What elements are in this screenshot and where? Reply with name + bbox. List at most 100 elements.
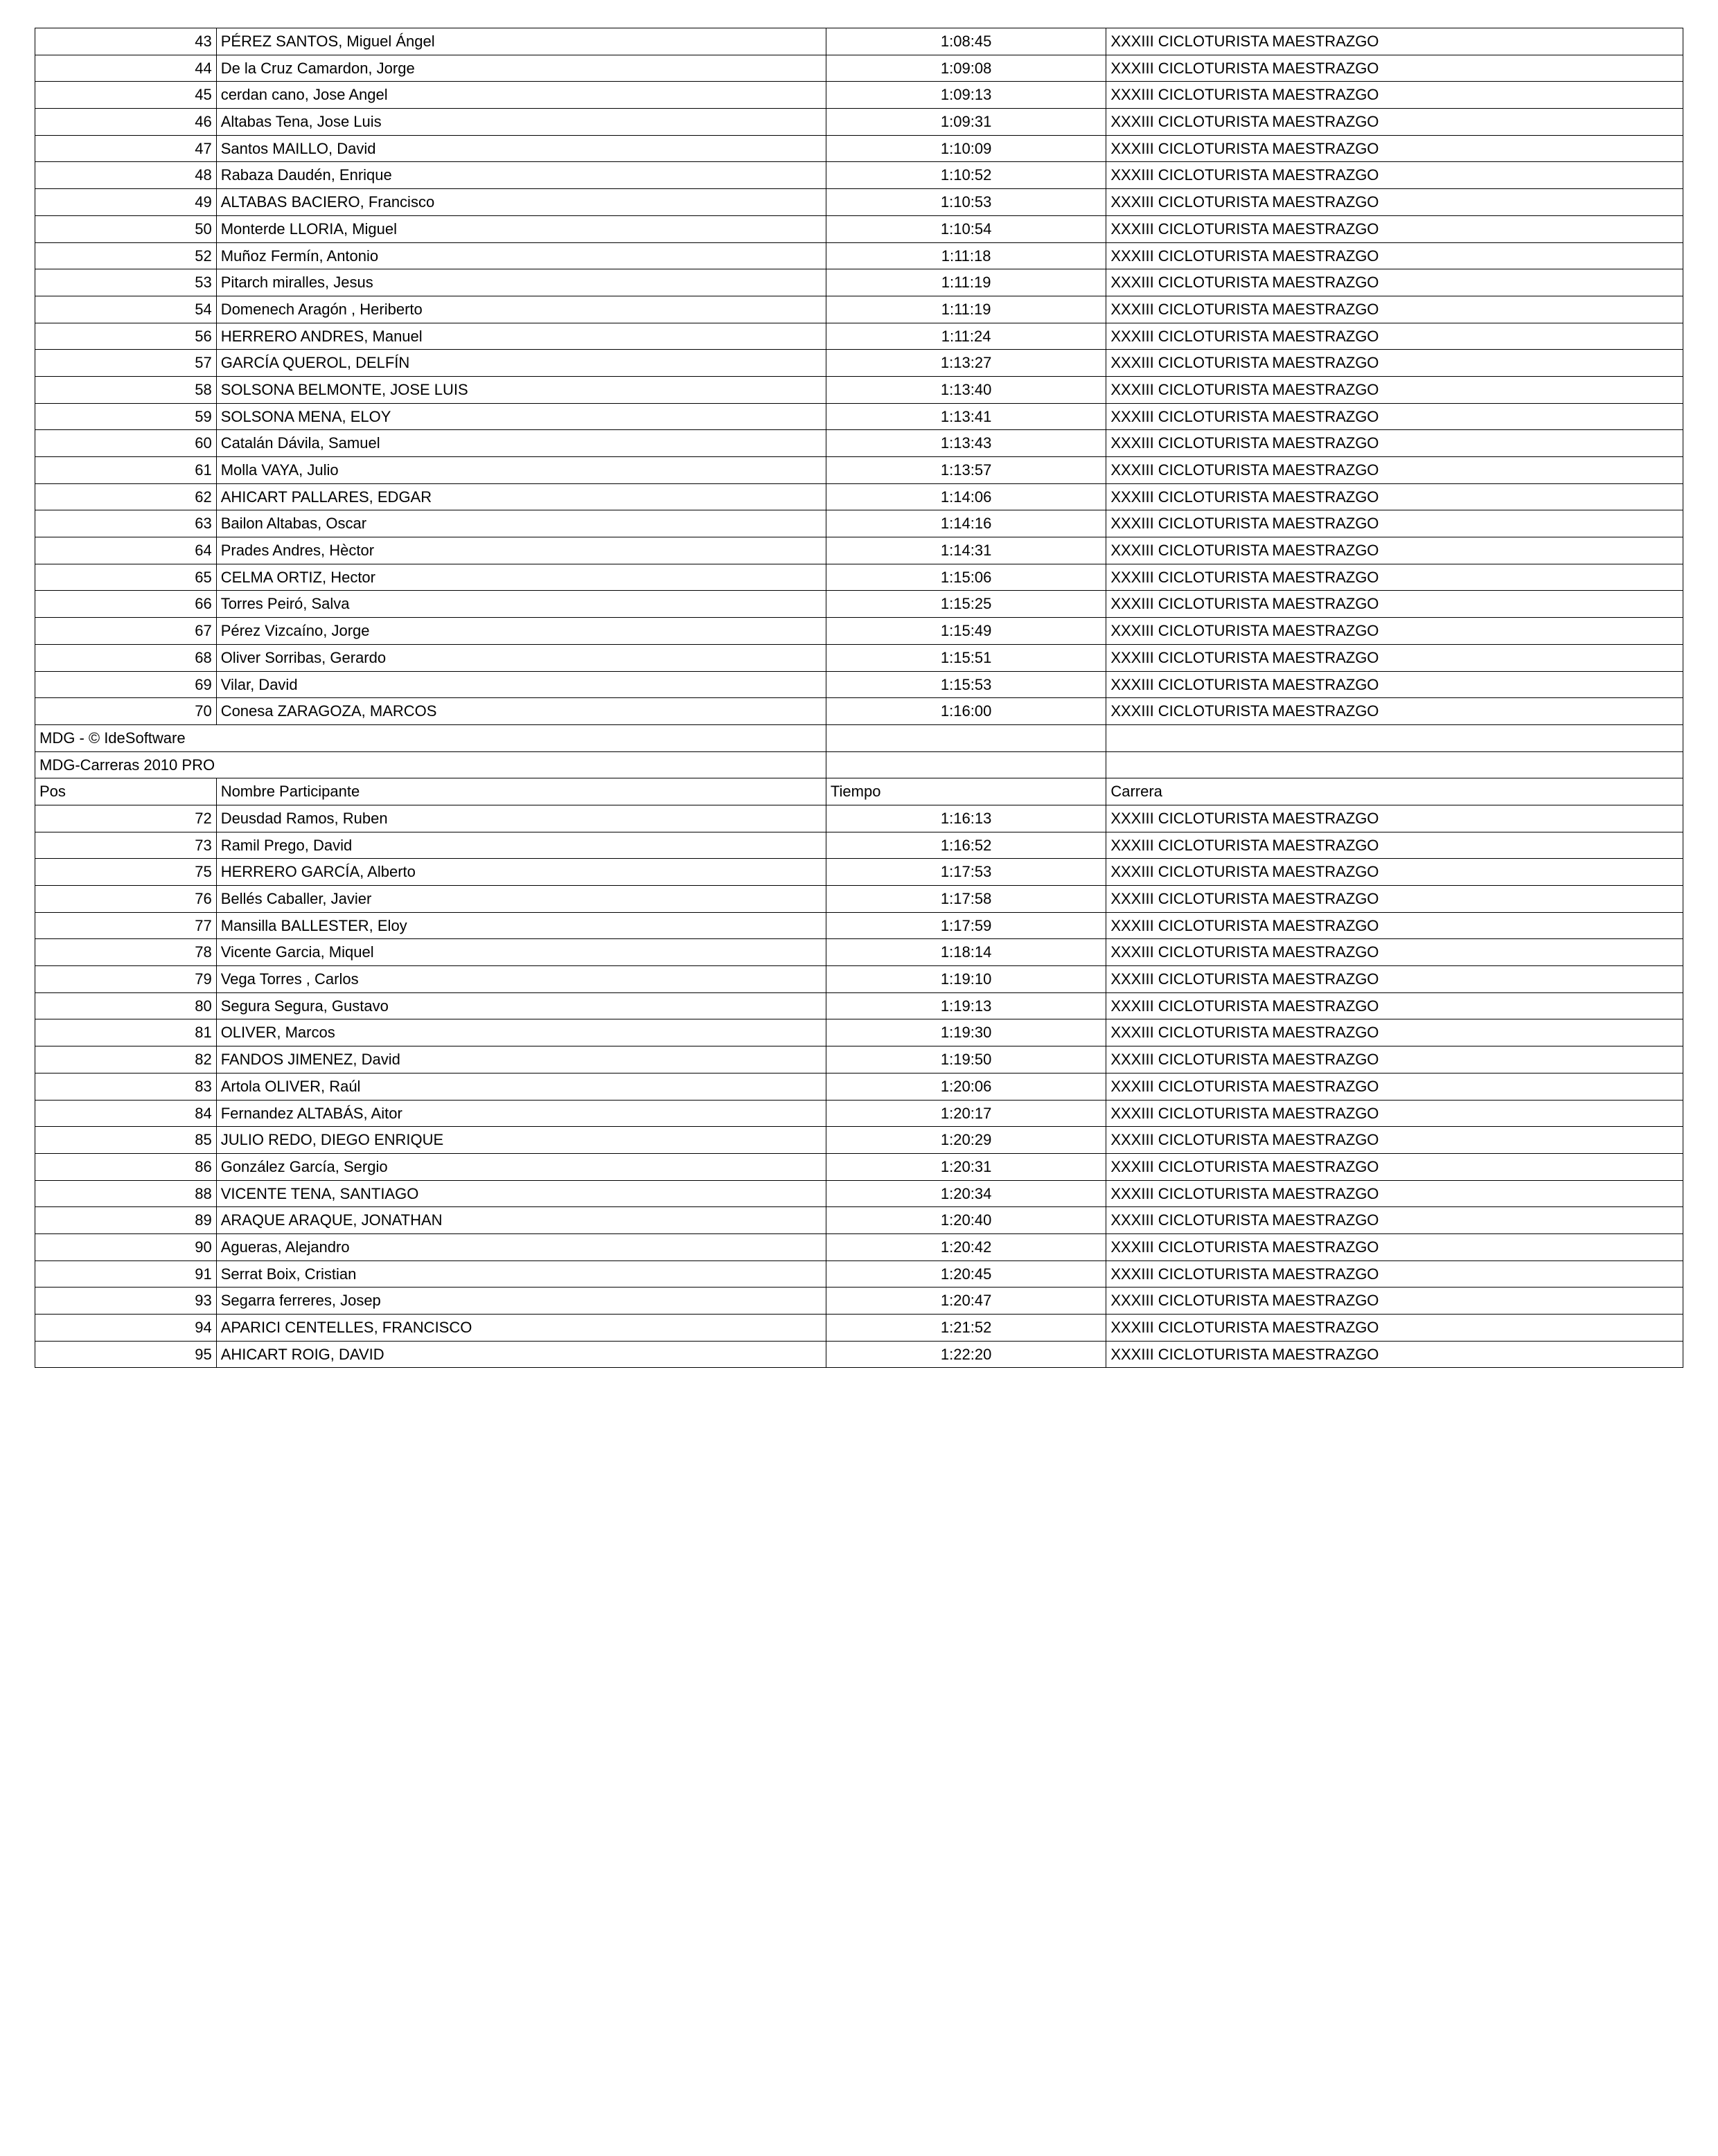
cell-name: Vicente Garcia, Miquel xyxy=(216,939,826,966)
table-row: 93Segarra ferreres, Josep1:20:47XXXIII C… xyxy=(35,1288,1683,1315)
table-row: 52Muñoz Fermín, Antonio1:11:18XXXIII CIC… xyxy=(35,242,1683,269)
cell-race: XXXIII CICLOTURISTA MAESTRAZGO xyxy=(1106,912,1683,939)
header-row: PosNombre ParticipanteTiempoCarrera xyxy=(35,778,1683,805)
cell-time: 1:16:13 xyxy=(826,805,1106,832)
cell-time: 1:19:30 xyxy=(826,1019,1106,1046)
cell-race: XXXIII CICLOTURISTA MAESTRAZGO xyxy=(1106,457,1683,484)
table-row: 88VICENTE TENA, SANTIAGO1:20:34XXXIII CI… xyxy=(35,1180,1683,1207)
cell-time: 1:19:13 xyxy=(826,992,1106,1019)
cell-name: APARICI CENTELLES, FRANCISCO xyxy=(216,1315,826,1342)
cell-time: 1:09:08 xyxy=(826,55,1106,82)
cell-time: 1:13:43 xyxy=(826,430,1106,457)
table-row: 79Vega Torres , Carlos1:19:10XXXIII CICL… xyxy=(35,966,1683,993)
cell-name: Altabas Tena, Jose Luis xyxy=(216,109,826,136)
table-row: 48Rabaza Daudén, Enrique1:10:52XXXIII CI… xyxy=(35,162,1683,189)
table-row: 76Bellés Caballer, Javier1:17:58XXXIII C… xyxy=(35,886,1683,913)
table-row: 69Vilar, David1:15:53XXXIII CICLOTURISTA… xyxy=(35,671,1683,698)
table-row: 66Torres Peiró, Salva1:15:25XXXIII CICLO… xyxy=(35,591,1683,618)
cell-time: 1:21:52 xyxy=(826,1315,1106,1342)
cell-time: 1:13:41 xyxy=(826,403,1106,430)
table-row: 62AHICART PALLARES, EDGAR1:14:06XXXIII C… xyxy=(35,483,1683,510)
cell-time: 1:10:09 xyxy=(826,135,1106,162)
table-row: 84Fernandez ALTABÁS, Aitor1:20:17XXXIII … xyxy=(35,1100,1683,1127)
cell-name: Conesa ZARAGOZA, MARCOS xyxy=(216,698,826,725)
cell-time: 1:15:06 xyxy=(826,564,1106,591)
cell-pos: 47 xyxy=(35,135,217,162)
cell-time: 1:20:34 xyxy=(826,1180,1106,1207)
cell-race: XXXIII CICLOTURISTA MAESTRAZGO xyxy=(1106,510,1683,537)
table-row: 60Catalán Dávila, Samuel1:13:43XXXIII CI… xyxy=(35,430,1683,457)
cell-race: XXXIII CICLOTURISTA MAESTRAZGO xyxy=(1106,162,1683,189)
table-row: 44De la Cruz Camardon, Jorge1:09:08XXXII… xyxy=(35,55,1683,82)
table-row: 65CELMA ORTIZ, Hector1:15:06XXXIII CICLO… xyxy=(35,564,1683,591)
cell-name: Artola OLIVER, Raúl xyxy=(216,1073,826,1100)
empty-cell xyxy=(826,751,1106,778)
cell-race: XXXIII CICLOTURISTA MAESTRAZGO xyxy=(1106,483,1683,510)
header-pos: Pos xyxy=(35,778,217,805)
cell-time: 1:16:00 xyxy=(826,698,1106,725)
cell-name: AHICART ROIG, DAVID xyxy=(216,1341,826,1368)
cell-name: Vilar, David xyxy=(216,671,826,698)
cell-race: XXXIII CICLOTURISTA MAESTRAZGO xyxy=(1106,618,1683,645)
cell-race: XXXIII CICLOTURISTA MAESTRAZGO xyxy=(1106,939,1683,966)
cell-name: HERRERO GARCÍA, Alberto xyxy=(216,859,826,886)
cell-name: Torres Peiró, Salva xyxy=(216,591,826,618)
table-row: 86González García, Sergio1:20:31XXXIII C… xyxy=(35,1153,1683,1180)
cell-race: XXXIII CICLOTURISTA MAESTRAZGO xyxy=(1106,591,1683,618)
cell-pos: 54 xyxy=(35,296,217,323)
table-row: 72Deusdad Ramos, Ruben1:16:13XXXIII CICL… xyxy=(35,805,1683,832)
table-row: 85JULIO REDO, DIEGO ENRIQUE1:20:29XXXIII… xyxy=(35,1127,1683,1154)
cell-pos: 78 xyxy=(35,939,217,966)
cell-name: Segarra ferreres, Josep xyxy=(216,1288,826,1315)
cell-race: XXXIII CICLOTURISTA MAESTRAZGO xyxy=(1106,1073,1683,1100)
cell-race: XXXIII CICLOTURISTA MAESTRAZGO xyxy=(1106,698,1683,725)
cell-pos: 85 xyxy=(35,1127,217,1154)
table-row: 67Pérez Vizcaíno, Jorge1:15:49XXXIII CIC… xyxy=(35,618,1683,645)
cell-pos: 62 xyxy=(35,483,217,510)
table-row: 56HERRERO ANDRES, Manuel1:11:24XXXIII CI… xyxy=(35,323,1683,350)
cell-pos: 86 xyxy=(35,1153,217,1180)
table-row: 94APARICI CENTELLES, FRANCISCO1:21:52XXX… xyxy=(35,1315,1683,1342)
cell-pos: 48 xyxy=(35,162,217,189)
cell-name: Agueras, Alejandro xyxy=(216,1233,826,1260)
table-row: 50Monterde LLORIA, Miguel1:10:54XXXIII C… xyxy=(35,215,1683,242)
cell-pos: 88 xyxy=(35,1180,217,1207)
cell-race: XXXIII CICLOTURISTA MAESTRAZGO xyxy=(1106,28,1683,55)
table-row: 90Agueras, Alejandro1:20:42XXXIII CICLOT… xyxy=(35,1233,1683,1260)
table-row: 68Oliver Sorribas, Gerardo1:15:51XXXIII … xyxy=(35,644,1683,671)
cell-pos: 46 xyxy=(35,109,217,136)
product-row-label: MDG-Carreras 2010 PRO xyxy=(35,751,826,778)
cell-name: Monterde LLORIA, Miguel xyxy=(216,215,826,242)
header-race: Carrera xyxy=(1106,778,1683,805)
cell-name: ALTABAS BACIERO, Francisco xyxy=(216,189,826,216)
cell-race: XXXIII CICLOTURISTA MAESTRAZGO xyxy=(1106,537,1683,564)
cell-time: 1:16:52 xyxy=(826,832,1106,859)
cell-race: XXXIII CICLOTURISTA MAESTRAZGO xyxy=(1106,671,1683,698)
cell-pos: 60 xyxy=(35,430,217,457)
cell-race: XXXIII CICLOTURISTA MAESTRAZGO xyxy=(1106,1233,1683,1260)
table-row: 78Vicente Garcia, Miquel1:18:14XXXIII CI… xyxy=(35,939,1683,966)
table-row: 61Molla VAYA, Julio1:13:57XXXIII CICLOTU… xyxy=(35,457,1683,484)
cell-race: XXXIII CICLOTURISTA MAESTRAZGO xyxy=(1106,805,1683,832)
cell-race: XXXIII CICLOTURISTA MAESTRAZGO xyxy=(1106,1315,1683,1342)
cell-time: 1:20:45 xyxy=(826,1260,1106,1288)
cell-time: 1:11:19 xyxy=(826,296,1106,323)
cell-name: Bellés Caballer, Javier xyxy=(216,886,826,913)
cell-time: 1:22:20 xyxy=(826,1341,1106,1368)
cell-pos: 50 xyxy=(35,215,217,242)
cell-name: Bailon Altabas, Oscar xyxy=(216,510,826,537)
cell-race: XXXIII CICLOTURISTA MAESTRAZGO xyxy=(1106,189,1683,216)
cell-time: 1:10:52 xyxy=(826,162,1106,189)
cell-race: XXXIII CICLOTURISTA MAESTRAZGO xyxy=(1106,1180,1683,1207)
cell-pos: 59 xyxy=(35,403,217,430)
cell-name: AHICART PALLARES, EDGAR xyxy=(216,483,826,510)
cell-pos: 64 xyxy=(35,537,217,564)
cell-name: ARAQUE ARAQUE, JONATHAN xyxy=(216,1207,826,1234)
cell-name: Oliver Sorribas, Gerardo xyxy=(216,644,826,671)
cell-pos: 76 xyxy=(35,886,217,913)
cell-race: XXXIII CICLOTURISTA MAESTRAZGO xyxy=(1106,1341,1683,1368)
cell-race: XXXIII CICLOTURISTA MAESTRAZGO xyxy=(1106,1288,1683,1315)
table-row: 77Mansilla BALLESTER, Eloy1:17:59XXXIII … xyxy=(35,912,1683,939)
cell-name: VICENTE TENA, SANTIAGO xyxy=(216,1180,826,1207)
cell-name: SOLSONA BELMONTE, JOSE LUIS xyxy=(216,376,826,403)
